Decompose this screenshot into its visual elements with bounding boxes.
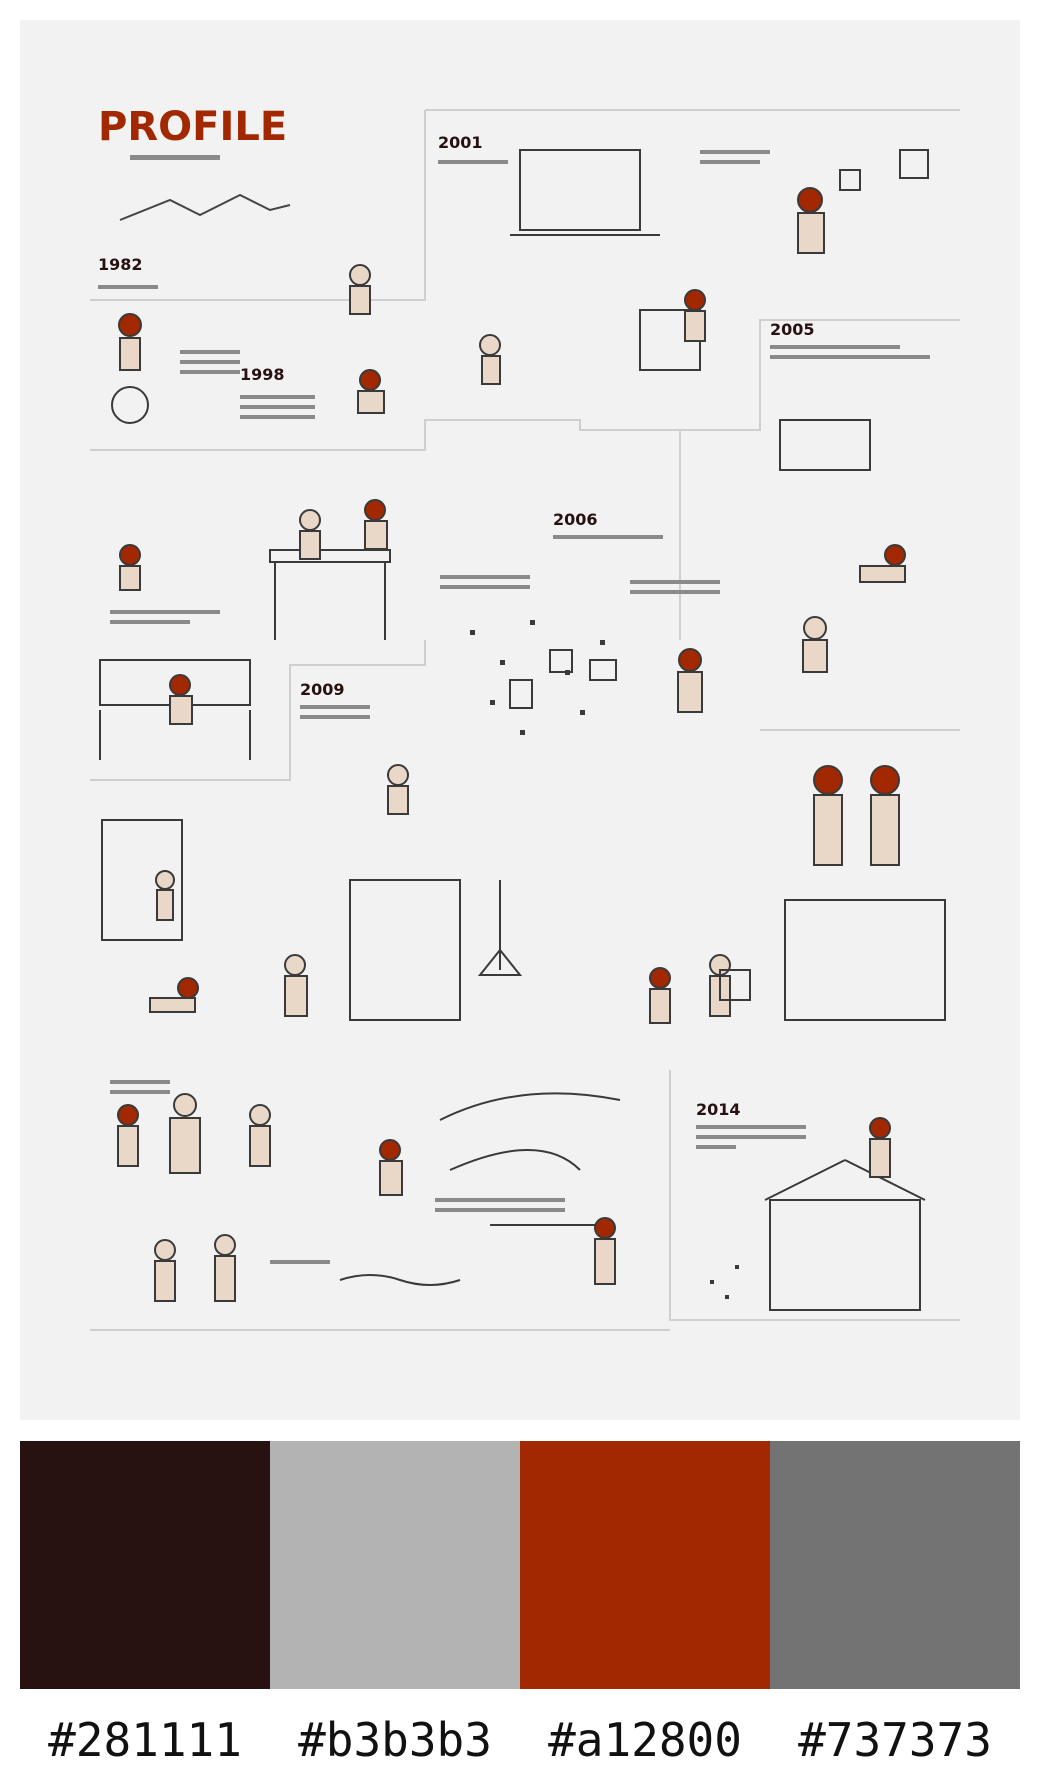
- furniture-drawings: [99, 149, 946, 1311]
- year-2014: 2014: [696, 1100, 741, 1119]
- profile-poster: PROFILE 1982 1998 2001 2005 2006 2009 20…: [20, 20, 1020, 1420]
- year-1982: 1982: [98, 255, 143, 274]
- poster-title: PROFILE: [98, 104, 287, 150]
- palette-hex-codes: #281111 #b3b3b3 #a12800 #737373: [20, 1700, 1020, 1780]
- swatch-rust-red: [520, 1441, 770, 1689]
- hex-code-3: #a12800: [548, 1713, 742, 1767]
- poster-illustration: PROFILE 1982 1998 2001 2005 2006 2009 20…: [90, 104, 960, 1331]
- hex-code-4: #737373: [798, 1713, 992, 1767]
- frames-drawings: [509, 149, 929, 1001]
- color-palette: [20, 1441, 1020, 1689]
- people-figures: [111, 187, 906, 1302]
- year-1998: 1998: [240, 365, 285, 384]
- confetti-dots: [470, 620, 739, 1299]
- year-2009: 2009: [300, 680, 345, 699]
- year-2006: 2006: [553, 510, 598, 529]
- year-2005: 2005: [770, 320, 815, 339]
- swatch-dark-brown: [20, 1441, 270, 1689]
- mountain-drawing: [119, 193, 291, 221]
- swatch-mid-gray: [770, 1441, 1020, 1689]
- swatch-light-gray: [270, 1441, 520, 1689]
- caption-lines: [98, 150, 930, 1264]
- section-dividers: [90, 109, 960, 1331]
- year-2001: 2001: [438, 133, 483, 152]
- hex-code-2: #b3b3b3: [298, 1713, 492, 1767]
- hex-code-1: #281111: [48, 1713, 242, 1767]
